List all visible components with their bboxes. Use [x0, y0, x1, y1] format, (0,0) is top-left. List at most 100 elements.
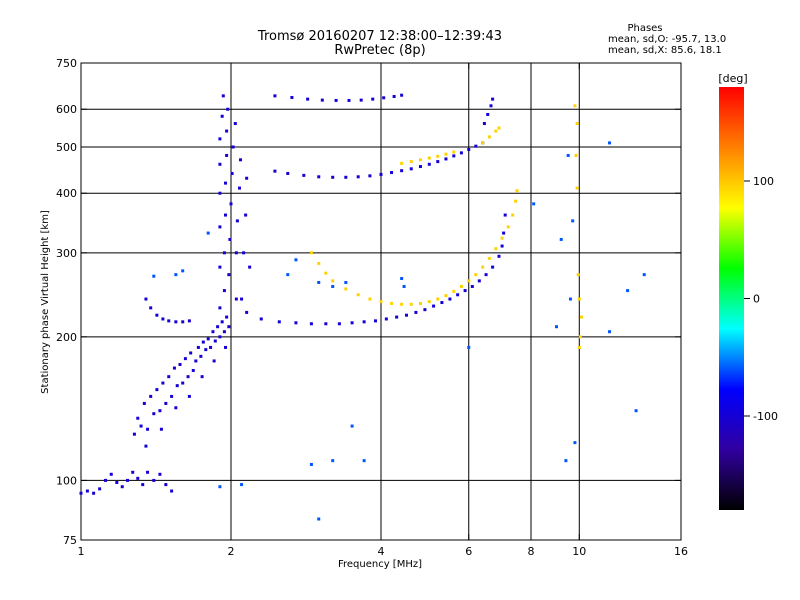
- data-point: [294, 258, 298, 262]
- data-point: [161, 317, 165, 321]
- data-point: [277, 320, 281, 324]
- data-point: [502, 231, 506, 235]
- data-point: [423, 308, 427, 312]
- data-point: [196, 345, 200, 349]
- data-point: [362, 459, 366, 463]
- data-point: [467, 147, 471, 151]
- colorbar-ticks: 100 0 -100: [744, 175, 778, 423]
- y-tick-label: 300: [56, 247, 77, 260]
- data-point: [170, 394, 174, 398]
- data-point: [427, 162, 431, 166]
- data-point: [436, 154, 440, 158]
- data-point: [444, 294, 448, 298]
- stats-header: Phases: [627, 23, 662, 34]
- data-point: [141, 483, 145, 487]
- data-point: [379, 300, 383, 304]
- x-tick-label: 8: [528, 545, 535, 558]
- data-point: [167, 375, 171, 379]
- data-point: [187, 319, 191, 323]
- data-point: [146, 427, 150, 431]
- data-point: [382, 96, 386, 100]
- data-point: [224, 213, 228, 217]
- data-point: [532, 202, 536, 206]
- x-axis-label: Frequency [MHz]: [338, 559, 422, 570]
- data-point: [559, 237, 563, 241]
- data-point: [244, 213, 248, 217]
- data-point: [231, 145, 235, 149]
- data-point: [175, 384, 179, 388]
- data-point: [222, 330, 226, 334]
- data-point: [390, 171, 394, 175]
- data-point: [233, 122, 237, 126]
- data-point: [486, 112, 490, 116]
- data-point: [126, 478, 130, 482]
- data-point: [575, 186, 579, 190]
- data-point: [144, 444, 148, 448]
- x-tick-label: 1: [78, 545, 85, 558]
- stats-o-mode: mean, sd,O: -95.7, 13.0: [608, 34, 726, 45]
- data-point: [577, 345, 581, 349]
- data-point: [181, 269, 185, 273]
- data-point: [467, 279, 471, 283]
- data-point: [245, 176, 249, 180]
- data-point: [152, 412, 156, 416]
- data-point: [229, 202, 233, 206]
- data-point: [109, 472, 113, 476]
- data-point: [634, 409, 638, 413]
- data-point: [309, 462, 313, 466]
- x-tick-label: 2: [228, 545, 235, 558]
- data-point: [191, 368, 195, 372]
- data-point: [575, 122, 579, 126]
- data-point: [136, 416, 140, 420]
- data-point: [273, 94, 277, 98]
- data-point: [227, 325, 231, 329]
- data-point: [576, 273, 580, 277]
- stats-x-mode: mean, sd,X: 85.6, 18.1: [608, 45, 722, 56]
- data-point: [362, 320, 366, 324]
- data-point: [218, 335, 222, 339]
- data-point: [218, 485, 222, 489]
- data-point: [240, 483, 244, 487]
- data-point: [317, 280, 321, 284]
- data-point: [356, 175, 360, 179]
- data-point: [456, 293, 460, 297]
- data-point: [444, 152, 448, 156]
- data-point: [290, 95, 294, 99]
- data-point: [418, 165, 422, 169]
- data-point: [337, 322, 341, 326]
- data-point: [320, 98, 324, 102]
- data-point: [350, 424, 354, 428]
- data-point: [213, 339, 217, 343]
- data-point: [384, 317, 388, 321]
- data-point: [189, 351, 193, 355]
- data-point: [497, 126, 501, 130]
- data-point: [404, 313, 408, 317]
- data-point: [237, 186, 241, 190]
- data-point: [286, 273, 290, 277]
- data-point: [371, 97, 375, 101]
- data-point: [218, 265, 222, 269]
- data-point: [79, 491, 83, 495]
- data-point: [514, 199, 518, 203]
- data-point: [152, 274, 156, 278]
- data-point: [626, 289, 630, 293]
- data-point: [474, 273, 478, 277]
- data-point: [459, 284, 463, 288]
- data-point: [459, 151, 463, 155]
- y-tick-label: 400: [56, 187, 77, 200]
- data-point: [149, 306, 153, 310]
- data-point: [368, 297, 372, 301]
- data-point: [309, 251, 313, 255]
- data-point: [368, 174, 372, 178]
- data-point: [331, 175, 335, 179]
- data-point: [206, 231, 210, 235]
- data-point: [218, 191, 222, 195]
- colorbar-tick-label: -100: [753, 410, 778, 423]
- data-point: [85, 489, 89, 493]
- data-point: [159, 427, 163, 431]
- data-point: [104, 478, 108, 482]
- data-point: [579, 315, 583, 319]
- colorbar-tick-label: 0: [753, 293, 760, 306]
- x-tick-label: 10: [572, 545, 586, 558]
- data-point: [317, 261, 321, 265]
